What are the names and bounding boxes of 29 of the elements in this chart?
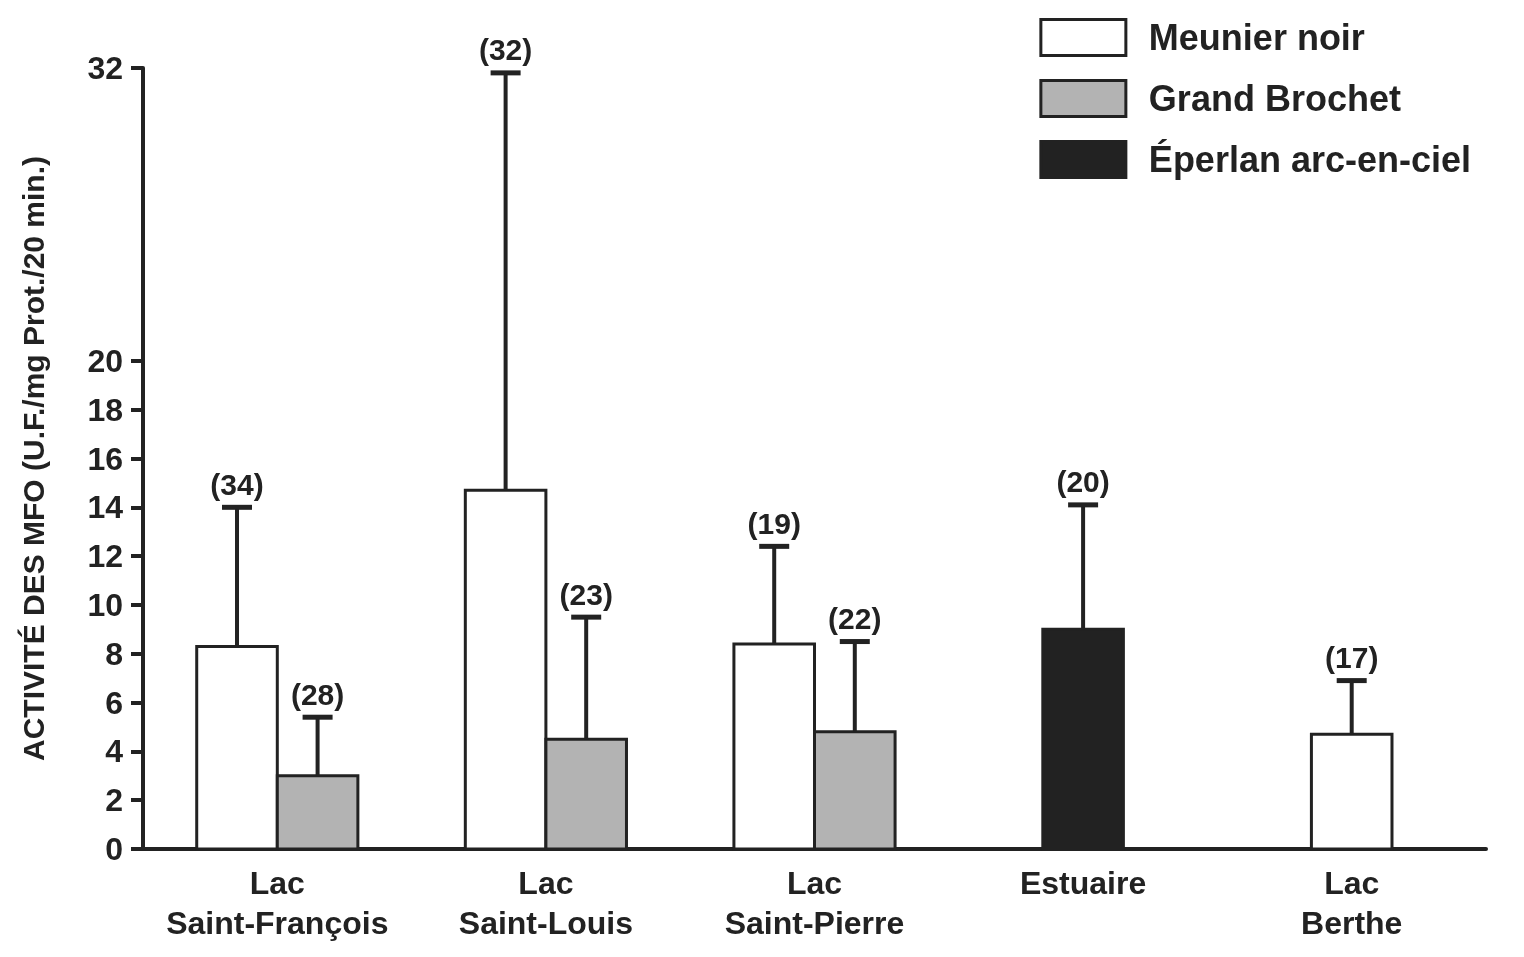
y-tick-label: 10: [87, 586, 123, 623]
y-tick-label: 0: [105, 831, 123, 867]
legend-label: Grand Brochet: [1148, 78, 1401, 119]
y-tick-label: 2: [105, 782, 123, 819]
annotation: (23): [559, 577, 613, 611]
y-axis-title: ACTIVITÉ DES MFO (U.F./mg Prot./20 min.): [16, 155, 50, 762]
legend-label: Meunier noir: [1148, 17, 1365, 58]
y-tick-label: 8: [105, 635, 123, 672]
y-tick-label: 18: [87, 391, 123, 428]
x-tick-label: Lac Berthe: [1301, 865, 1403, 941]
y-tick-label: 6: [105, 684, 123, 721]
annotation: (20): [1056, 465, 1110, 499]
annotation: (17): [1325, 641, 1379, 675]
y-tick-label: 4: [105, 733, 124, 770]
x-tick-label: Estuaire: [1019, 865, 1147, 901]
annotation: (28): [290, 677, 345, 711]
annotation: (34): [210, 467, 264, 501]
annotation: (19): [747, 506, 801, 540]
y-tick-label: 12: [87, 538, 123, 575]
y-tick-label: 20: [87, 342, 123, 379]
x-tick-label: Lac Saint-Pierre: [724, 865, 905, 941]
legend-label: Éperlan arc-en-ciel: [1148, 139, 1471, 180]
y-tick-label: 14: [87, 489, 124, 526]
x-tick-label: Lac Saint-François: [166, 865, 389, 941]
y-tick-label: 16: [87, 440, 123, 477]
text: (32): [478, 33, 533, 67]
y-tick-label: 32: [87, 50, 123, 86]
x-tick-label: Lac Saint-Louis: [458, 865, 634, 941]
annotation: (22): [828, 602, 882, 636]
